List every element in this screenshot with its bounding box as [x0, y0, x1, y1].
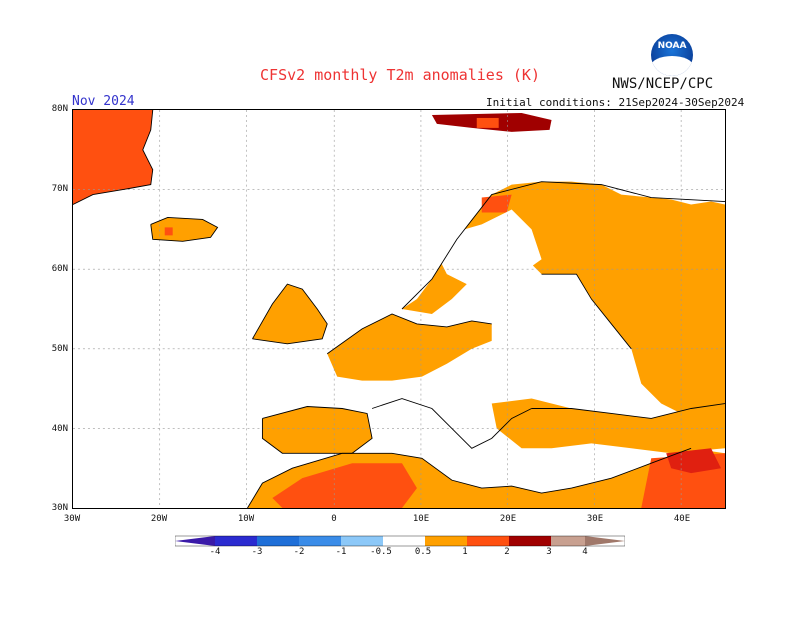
noaa-logo-text: NOAA: [657, 41, 687, 51]
colorbar-segment: [299, 536, 341, 546]
lon-label-10w: 10W: [237, 514, 255, 524]
colorbar-arrow-low: [175, 536, 215, 546]
agency-label: NWS/NCEP/CPC: [612, 76, 714, 92]
lon-label-0: 0: [331, 514, 337, 524]
colorbar-segment: [551, 536, 585, 546]
colorbar-label: 4: [582, 547, 588, 557]
lat-label-50n: 50N: [51, 344, 68, 354]
colorbar-label: 3: [546, 547, 552, 557]
map-title: CFSv2 monthly T2m anomalies (K): [260, 66, 540, 84]
colorbar-label: -1: [335, 547, 347, 557]
forecast-period: Nov 2024: [72, 94, 135, 109]
initial-conditions: Initial conditions: 21Sep2024-30Sep2024: [486, 96, 745, 109]
coastlines: [73, 110, 725, 508]
anomaly-map: [72, 109, 726, 509]
colorbar-segment: [257, 536, 299, 546]
colorbar-segment: [341, 536, 383, 546]
lon-label-20w: 20W: [150, 514, 168, 524]
colorbar-arrow-high: [585, 536, 625, 546]
lat-label-70n: 70N: [51, 184, 68, 194]
lat-label-30n: 30N: [51, 503, 68, 513]
colorbar-segment: [215, 536, 257, 546]
colorbar-label: 0.5: [414, 547, 432, 557]
colorbar: [175, 535, 625, 547]
colorbar-segment: [383, 536, 425, 546]
anomaly-shading: [73, 110, 725, 508]
lon-label-30e: 30E: [586, 514, 604, 524]
colorbar-label: 1: [462, 547, 468, 557]
lat-label-40n: 40N: [51, 424, 68, 434]
lon-label-40e: 40E: [673, 514, 691, 524]
colorbar-segment: [425, 536, 467, 546]
colorbar-label: -0.5: [370, 547, 392, 557]
lon-label-10e: 10E: [412, 514, 430, 524]
colorbar-label: -2: [293, 547, 305, 557]
lon-label-30w: 30W: [63, 514, 81, 524]
lat-label-80n: 80N: [51, 104, 68, 114]
colorbar-label: -3: [251, 547, 263, 557]
graticule: [73, 110, 725, 508]
colorbar-segment: [509, 536, 551, 546]
lat-label-60n: 60N: [51, 264, 68, 274]
colorbar-label: 2: [504, 547, 510, 557]
lon-label-20e: 20E: [499, 514, 517, 524]
colorbar-label: -4: [209, 547, 221, 557]
noaa-logo: NOAA: [651, 34, 693, 76]
colorbar-segment: [467, 536, 509, 546]
